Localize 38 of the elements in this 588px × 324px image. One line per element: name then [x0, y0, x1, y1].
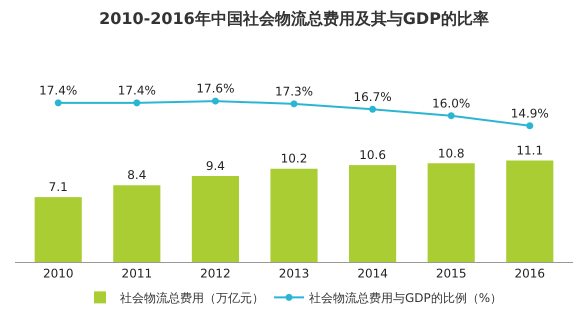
- x-tick-label: 2011: [122, 266, 152, 280]
- point: [54, 99, 62, 106]
- x-tick-label: 2016: [514, 266, 546, 280]
- x-tick-label: 2015: [436, 266, 466, 280]
- chart-title: 2010-2016年中国社会物流总费用及其与GDP的比率: [99, 9, 489, 28]
- legend-label: 社会物流总费用与GDP的比例（%）: [309, 291, 502, 306]
- data-label: 10.2: [280, 152, 308, 166]
- data-label: 9.4: [206, 159, 225, 174]
- data-label: 8.4: [127, 168, 146, 182]
- legend-label: 社会物流总费用（万亿元）: [120, 291, 264, 306]
- x-tick-label: 2012: [200, 266, 231, 280]
- data-label: 17.6%: [196, 82, 234, 96]
- data-label: 16.7%: [354, 90, 392, 104]
- data-label: 10.6: [359, 148, 386, 162]
- point: [290, 100, 298, 108]
- bar: [34, 197, 82, 262]
- point: [212, 98, 219, 105]
- bar: [428, 163, 475, 262]
- bar: [270, 168, 318, 262]
- point: [448, 112, 455, 120]
- x-tick-label: 2014: [357, 266, 388, 280]
- bar: [349, 165, 396, 262]
- point: [133, 99, 140, 106]
- bar: [113, 185, 160, 262]
- data-label: 17.4%: [118, 84, 156, 98]
- bar: [506, 160, 554, 262]
- point: [526, 122, 534, 130]
- data-label: 17.3%: [274, 84, 314, 98]
- data-label: 17.4%: [39, 84, 78, 98]
- data-label: 10.8: [438, 146, 465, 160]
- data-label: 16.0%: [432, 96, 470, 110]
- x-tick-label: 2013: [278, 266, 310, 280]
- point: [369, 106, 376, 113]
- data-label: 7.1: [48, 180, 68, 194]
- data-label: 11.1: [516, 144, 544, 158]
- x-tick-label: 2010: [42, 266, 74, 280]
- bar: [192, 176, 239, 262]
- data-label: 14.9%: [510, 106, 549, 120]
